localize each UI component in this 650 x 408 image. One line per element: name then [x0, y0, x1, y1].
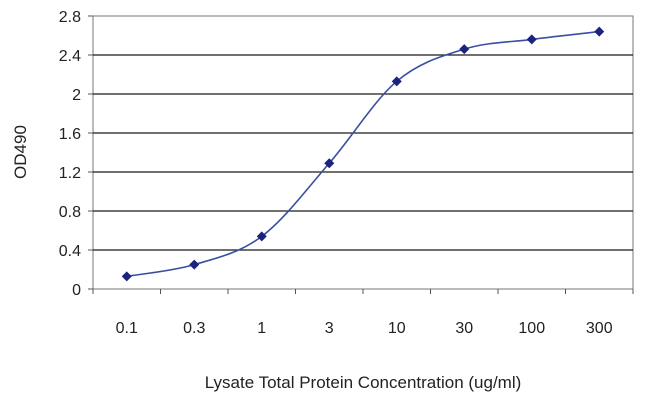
x-tick-label: 1: [257, 320, 266, 337]
y-tick-label: 0.4: [59, 243, 81, 260]
y-tick-label: 1.6: [59, 126, 81, 143]
y-axis-title: OD490: [11, 125, 30, 179]
data-point: [594, 26, 605, 37]
x-tick-label: 30: [455, 320, 473, 337]
x-tick-label: 100: [518, 320, 545, 337]
data-point: [189, 259, 200, 270]
data-point: [121, 271, 132, 282]
y-tick-label: 0.8: [59, 204, 81, 221]
data-point: [324, 158, 335, 169]
data-point: [526, 34, 537, 45]
x-tick-label: 0.3: [183, 320, 205, 337]
x-axis-ticks: 0.1 0.3 1 3 10 30 100 300: [92, 289, 634, 337]
x-tick-label: 10: [388, 320, 406, 337]
data-point: [256, 231, 267, 242]
series-line: [126, 30, 600, 278]
plot-area: [92, 15, 634, 290]
x-tick-label: 3: [325, 320, 334, 337]
x-axis-title: Lysate Total Protein Concentration (ug/m…: [205, 373, 522, 392]
data-point: [391, 76, 402, 87]
x-tick-label: 300: [586, 320, 613, 337]
y-tick-label: 2.8: [59, 9, 81, 26]
y-tick-label: 0: [72, 282, 81, 299]
y-tick-label: 1.2: [59, 165, 81, 182]
y-tick-label: 2: [72, 87, 81, 104]
data-markers: [121, 26, 605, 282]
y-tick-label: 2.4: [59, 48, 81, 65]
y-axis-ticks: 0 0.4 0.8 1.2 1.6 2 2.4 2.8: [59, 9, 93, 299]
grid-lines: [93, 54, 633, 251]
data-point: [459, 44, 470, 55]
x-tick-label: 0.1: [116, 320, 138, 337]
